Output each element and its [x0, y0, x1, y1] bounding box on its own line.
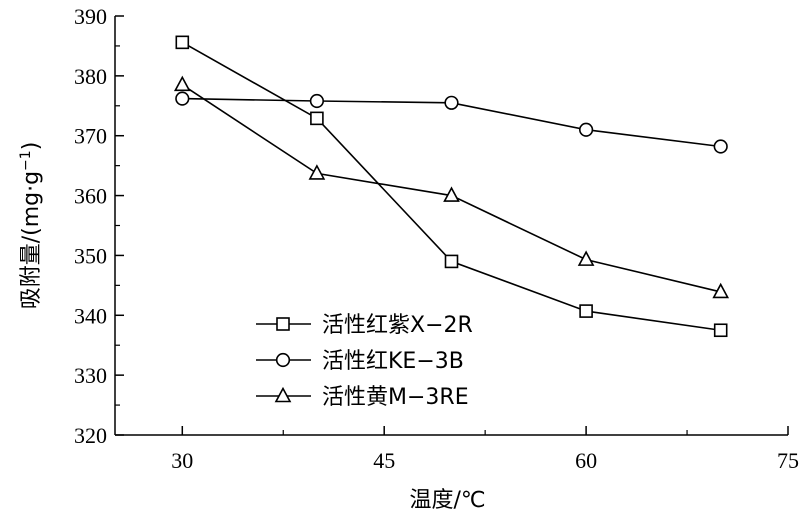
legend-item: 活性红紫X−2R — [256, 313, 473, 338]
x-tick-label: 45 — [373, 448, 395, 473]
series-triangle — [173, 75, 730, 299]
y-tick-label: 380 — [74, 64, 107, 89]
series-square — [175, 35, 728, 338]
data-point-square — [444, 254, 459, 269]
legend: 活性红紫X−2R 活性红KE−3B 活性黄M−3RE — [256, 313, 473, 410]
data-point-square — [713, 323, 728, 338]
x-axis-title: 温度/℃ — [409, 488, 485, 513]
y-tick-label: 350 — [74, 243, 107, 268]
ticks: 320 330 340 350 360 370 380 390 30 45 60 75 — [74, 4, 799, 473]
y-axis-title-end: ) — [19, 142, 44, 151]
data-point-triangle — [577, 250, 595, 266]
x-tick-label: 30 — [171, 448, 193, 473]
data-point-circle — [444, 95, 459, 110]
y-axis-title: 吸附量/(mg·g−1) — [18, 142, 44, 310]
series-group — [173, 35, 730, 338]
y-tick-label: 370 — [74, 124, 107, 149]
legend-item: 活性红KE−3B — [256, 349, 464, 374]
data-point-square — [579, 304, 593, 318]
series-circle — [175, 91, 728, 154]
y-axis-title-main: 吸附量/(mg·g — [19, 171, 44, 309]
y-tick-label: 330 — [74, 363, 107, 388]
legend-marker-square — [276, 317, 290, 331]
y-axis-title-superscript: −1 — [18, 150, 34, 171]
legend-label: 活性红KE−3B — [322, 349, 464, 374]
legend-marker-circle — [275, 352, 291, 368]
data-point-circle — [309, 93, 325, 109]
legend-marker-triangle — [274, 386, 292, 403]
y-tick-label: 320 — [74, 423, 107, 448]
y-tick-label: 360 — [74, 184, 107, 209]
data-point-triangle — [443, 186, 460, 202]
x-tick-label: 75 — [777, 448, 799, 473]
legend-item: 活性黄M−3RE — [256, 385, 469, 410]
data-point-triangle — [308, 164, 326, 180]
data-point-square — [175, 35, 190, 50]
legend-label: 活性黄M−3RE — [322, 385, 469, 410]
data-point-circle — [175, 91, 190, 106]
x-tick-label: 60 — [575, 448, 597, 473]
legend-label: 活性红紫X−2R — [322, 313, 473, 338]
y-tick-label: 340 — [74, 303, 107, 328]
data-point-circle — [713, 139, 728, 154]
data-point-circle — [578, 122, 594, 137]
data-point-triangle — [173, 75, 191, 92]
data-point-square — [310, 111, 324, 126]
data-point-triangle — [712, 282, 730, 299]
y-tick-label: 390 — [74, 4, 107, 29]
series-line — [181, 41, 721, 332]
